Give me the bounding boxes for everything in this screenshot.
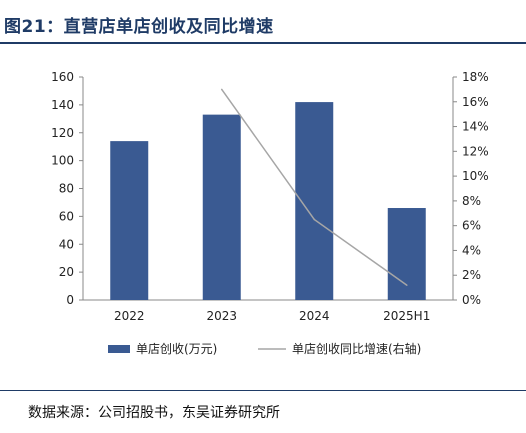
right-tick-label: 16% — [462, 95, 489, 109]
left-tick-label: 120 — [51, 126, 74, 140]
right-tick-label: 6% — [462, 219, 481, 233]
chart-axes: 0 20 40 60 80 100 120 140 160 0% 2% 4% 6% 8% 10% 12% 14%… — [51, 70, 489, 323]
source-note: 数据来源：公司招股书，东吴证券研究所 — [28, 405, 280, 421]
line-point — [405, 284, 408, 286]
x-tick-label: 2023 — [206, 309, 237, 323]
line-point — [220, 88, 223, 91]
bar — [387, 208, 426, 300]
legend-bar-label: 单店创收(万元) — [136, 342, 217, 356]
left-tick-label: 80 — [59, 182, 74, 196]
left-tick-label: 0 — [66, 293, 74, 307]
x-tick-label: 2024 — [299, 309, 330, 323]
bar — [110, 141, 149, 300]
line-series — [220, 88, 408, 286]
figure-title: 图21：直营店单店创收及同比增速 — [4, 17, 274, 37]
left-tick-label: 60 — [59, 209, 74, 223]
legend-line-label: 单店创收同比增速(右轴) — [292, 341, 421, 356]
left-tick-label: 20 — [59, 265, 74, 279]
right-tick-label: 18% — [462, 70, 489, 84]
line-point — [313, 218, 316, 221]
right-tick-label: 2% — [462, 268, 481, 282]
right-tick-label: 4% — [462, 243, 481, 257]
source-rule — [0, 390, 526, 391]
right-tick-label: 10% — [462, 169, 489, 183]
bar-series — [110, 102, 426, 301]
combo-chart: 0 20 40 60 80 100 120 140 160 0% 2% 4% 6% 8% 10% 12% 14%… — [51, 70, 489, 356]
x-tick-label: 2025H1 — [383, 309, 430, 323]
title-rule — [0, 42, 526, 44]
legend-bar-swatch — [108, 345, 130, 353]
left-tick-label: 160 — [51, 70, 74, 84]
left-tick-label: 100 — [51, 154, 74, 168]
right-tick-label: 14% — [462, 120, 489, 134]
right-tick-label: 8% — [462, 194, 481, 208]
x-tick-label: 2022 — [114, 309, 145, 323]
chart-legend: 单店创收(万元) 单店创收同比增速(右轴) — [108, 341, 421, 356]
left-tick-label: 40 — [59, 237, 74, 251]
right-tick-label: 12% — [462, 144, 489, 158]
right-tick-label: 0% — [462, 293, 481, 307]
bar — [202, 114, 241, 300]
left-tick-label: 140 — [51, 98, 74, 112]
